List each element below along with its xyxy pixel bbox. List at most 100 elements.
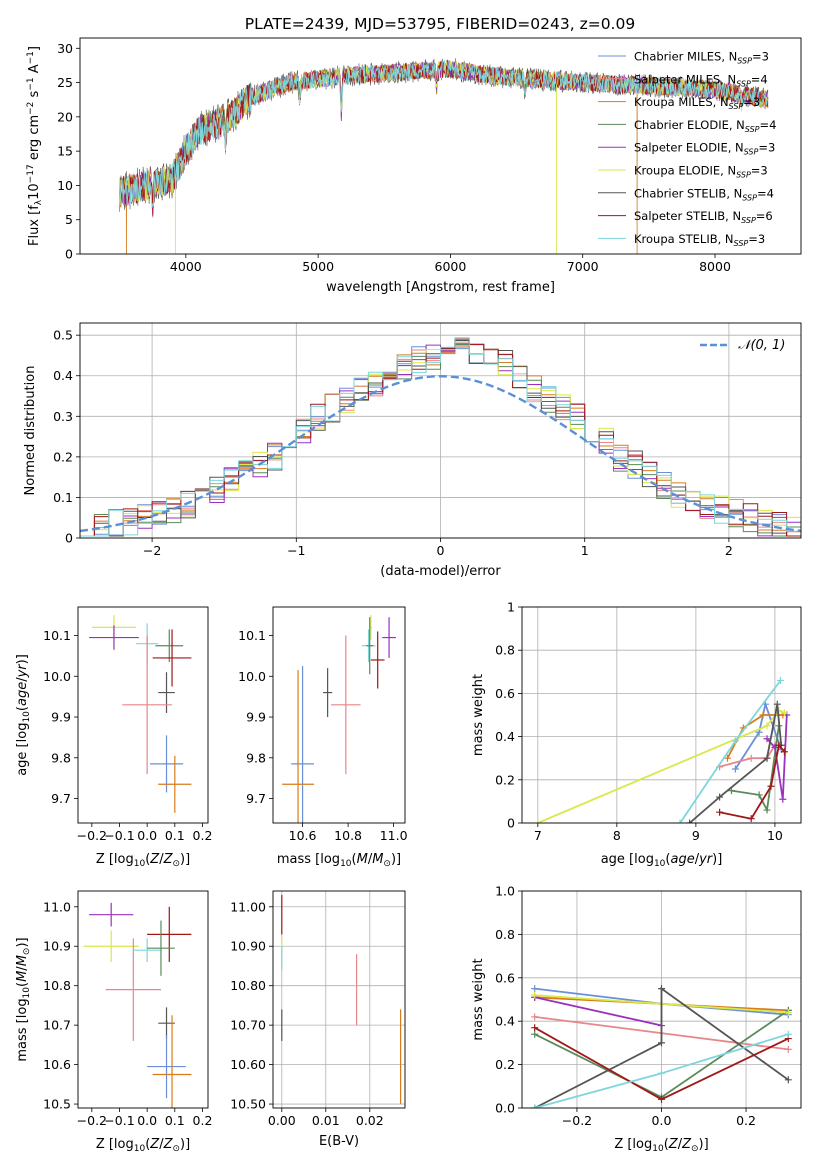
x-tick-label: 8 — [613, 828, 621, 843]
normal-fit-curve — [80, 374, 801, 533]
x-tick-label: 11.0 — [380, 828, 408, 843]
x-tick-label: 0.0 — [137, 1113, 157, 1128]
x-tick-label: 0.02 — [356, 1113, 384, 1128]
x-tick-label: 10.8 — [334, 828, 362, 843]
histogram-8 — [80, 337, 801, 537]
y-tick-label: 11.00 — [230, 899, 266, 914]
weight-marker — [531, 1104, 539, 1108]
x-axis-label: age [log10(age/yr)] — [601, 852, 723, 869]
y-tick-label: 0.4 — [495, 1014, 515, 1029]
weight-marker — [779, 795, 787, 803]
weight-marker — [723, 754, 731, 762]
plot-area-age_vs_mass — [282, 615, 396, 823]
x-tick-label: −0.1 — [104, 1113, 134, 1128]
weight-marker — [759, 711, 767, 719]
spectrum-line-8 — [119, 60, 769, 208]
y-tick-label: 0.6 — [495, 686, 515, 701]
y-tick-label: 25 — [57, 75, 73, 90]
weight-marker — [763, 754, 771, 762]
y-tick-label: 0.2 — [53, 449, 73, 464]
axes-frame — [79, 322, 802, 539]
weight-marker — [771, 743, 779, 751]
x-tick-label: −0.1 — [104, 828, 134, 843]
y-tick-label: 10.8 — [43, 978, 71, 993]
plots: 4000 5000 6000 7000 8000051015202530waveleng… — [15, 37, 802, 1154]
y-tick-label: 1 — [507, 600, 515, 615]
axes-spectrum: 4000 5000 6000 7000 8000 0 5 10 15 20 25 30 waveleng… — [26, 37, 802, 295]
weight-marker — [780, 709, 788, 717]
x-tick-label: 0.01 — [312, 1113, 340, 1128]
x-axis-label: E(B-V) — [319, 1134, 359, 1149]
y-tick-label: 11.0 — [43, 899, 71, 914]
axes-mass_weight_vs_age: 7 8 9 10 0 0.2 0.4 0.6 0.8 1 mass weight age [log10… — [471, 600, 802, 869]
x-tick-label: 0.00 — [268, 1113, 296, 1128]
weight-marker — [784, 1045, 792, 1053]
weight-marker — [763, 806, 771, 814]
weight-line-4 — [534, 996, 662, 1027]
y-tick-label: 10.80 — [230, 978, 266, 993]
y-tick-label: 0.0 — [495, 1101, 515, 1116]
legend-label: 𝒩(0, 1) — [738, 338, 785, 353]
weight-marker — [747, 815, 755, 823]
weight-marker — [784, 1076, 792, 1084]
x-axis-label: Z [log10(Z/Z⊙)] — [96, 1137, 190, 1154]
y-tick-label: 10.1 — [238, 628, 266, 643]
x-tick-label: 4000 — [170, 259, 202, 274]
weight-marker — [658, 1069, 665, 1077]
y-tick-label: 10.1 — [43, 628, 71, 643]
plot-area-mass_weight_vs_Z — [531, 985, 792, 1108]
weight-line-5 — [537, 709, 785, 823]
x-tick-label: 0.2 — [736, 1113, 756, 1128]
axes-frame — [77, 890, 209, 1109]
y-tick-label: 10.5 — [43, 1097, 71, 1112]
x-tick-label: 0.1 — [165, 1113, 185, 1128]
plot-area-mass_weight_vs_age — [534, 676, 791, 823]
x-tick-label: 6000 — [435, 259, 467, 274]
weight-marker — [658, 1039, 665, 1047]
y-tick-label: 30 — [57, 41, 73, 56]
x-tick-label: 0.0 — [652, 1113, 672, 1128]
weight-line-6 — [534, 986, 789, 1108]
y-tick-label: 10.90 — [230, 939, 266, 954]
weight-marker — [716, 793, 724, 801]
y-tick-label: 0.5 — [53, 328, 73, 343]
weight-marker — [531, 1030, 539, 1038]
axes-frame — [521, 606, 802, 824]
plot-area-residuals — [80, 337, 801, 537]
axes-mass_vs_Z: −0.2−0.1 0.0 0.1 0.2 10.5 10.6 10.7 10.8 10.9 11.… — [15, 890, 212, 1154]
x-tick-label: 8000 — [699, 259, 731, 274]
weight-marker — [731, 737, 739, 745]
y-tick-label: 1.0 — [495, 884, 515, 899]
y-axis-label: mass weight — [471, 958, 486, 1040]
x-axis-label: (data-model)/error — [380, 564, 501, 579]
y-tick-label: 9.7 — [51, 791, 71, 806]
x-tick-label: 0.2 — [193, 828, 213, 843]
plot-area-mass_vs_Z — [83, 902, 192, 1108]
axes-frame — [521, 890, 802, 1109]
x-axis-label: wavelength [Angstrom, rest frame] — [326, 280, 555, 295]
weight-marker — [747, 754, 755, 762]
weight-marker — [531, 1024, 539, 1032]
weight-marker — [658, 985, 665, 993]
x-tick-label: 0 — [437, 543, 445, 558]
weight-marker — [531, 1013, 539, 1021]
y-tick-label: 9.8 — [51, 750, 71, 765]
x-tick-label: 0.1 — [165, 828, 185, 843]
y-tick-label: 10.6 — [43, 1057, 71, 1072]
y-axis-label: mass [log10(M/M⊙)] — [15, 937, 32, 1061]
weight-marker — [763, 735, 771, 743]
legend-label: Chabrier MILES, NSSP=3 — [634, 50, 769, 66]
x-axis-label: Z [log10(Z/Z⊙)] — [614, 1137, 708, 1154]
plot-area-age_vs_Z — [89, 615, 192, 813]
legend-spectrum: Chabrier MILES, NSSP=3 Salpeter MILES, NS… — [598, 50, 776, 248]
axes-frame — [79, 37, 802, 255]
y-tick-label: 9.8 — [246, 750, 266, 765]
y-tick-label: 9.9 — [246, 710, 266, 725]
y-tick-label: 10.7 — [43, 1018, 71, 1033]
x-tick-label: 5000 — [302, 259, 334, 274]
plot-area-mass_vs_ebv — [281, 894, 402, 1105]
axes-residuals: −2 −1 0 1 2 0 0.1 0.2 0.3 0.4 0.5 (data-model)/erro… — [23, 322, 802, 579]
x-tick-label: 0.0 — [137, 828, 157, 843]
y-axis-label: Flux [fλ10−17 erg cm−2 s−1 A−1] — [26, 46, 44, 246]
